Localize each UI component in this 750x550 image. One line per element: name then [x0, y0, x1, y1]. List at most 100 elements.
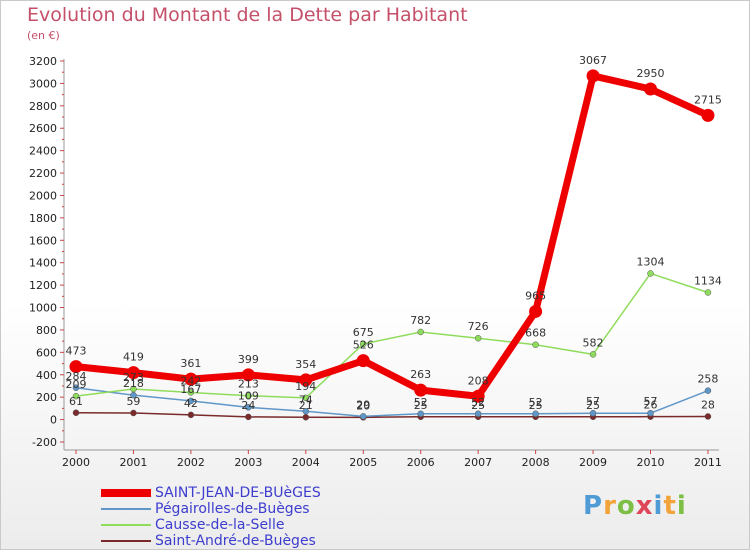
legend-label: Causse-de-la-Selle — [155, 517, 285, 533]
data-point — [69, 360, 83, 374]
chart-title: Evolution du Montant de la Dette par Hab… — [27, 4, 468, 26]
data-label: 52 — [529, 396, 543, 409]
legend-item: SAINT-JEAN-DE-BUèGES — [101, 485, 421, 501]
data-point — [302, 408, 310, 415]
data-point — [130, 385, 137, 393]
x-tick-label: 2003 — [234, 456, 262, 469]
data-label: 399 — [238, 353, 259, 366]
data-point — [72, 384, 80, 392]
x-tick-label: 2009 — [579, 456, 607, 469]
y-tick-label: 800 — [36, 324, 57, 337]
data-label: 59 — [126, 395, 140, 408]
data-label: 582 — [583, 336, 604, 349]
data-point — [241, 368, 255, 382]
y-tick-label: 600 — [36, 346, 57, 359]
data-point — [414, 383, 428, 397]
data-point — [245, 392, 252, 399]
logo-letter: x — [635, 491, 654, 521]
data-label: 24 — [241, 399, 255, 412]
data-point — [647, 270, 654, 277]
data-label: 965 — [525, 289, 546, 302]
data-label: 57 — [586, 395, 600, 408]
y-tick-label: 1000 — [29, 302, 57, 315]
data-point — [184, 372, 198, 386]
legend-swatch — [101, 524, 151, 526]
x-tick-label: 2008 — [522, 456, 550, 469]
data-point — [586, 69, 600, 83]
legend-label: Saint-André-de-Buèges — [155, 533, 316, 549]
data-label: 668 — [525, 327, 546, 340]
data-label: 25 — [414, 399, 428, 412]
data-point — [471, 389, 485, 403]
data-point — [245, 404, 252, 411]
data-label: 25 — [529, 399, 543, 412]
chart-subtitle: (en €) — [27, 29, 60, 42]
y-tick-label: 2000 — [29, 189, 57, 202]
logo-letter: P — [583, 491, 604, 521]
data-point — [589, 351, 597, 358]
legend-label: Pégairolles-de-Buèges — [155, 501, 310, 517]
data-label: 726 — [468, 320, 489, 333]
logo-letter: o — [616, 491, 636, 521]
data-point — [701, 108, 715, 122]
data-label: 361 — [180, 357, 201, 370]
data-point — [302, 394, 310, 402]
line-chart: -200 0 200 400 600 800 1000 1200 1400 1600 1800 200… — [29, 54, 722, 469]
data-label: 28 — [701, 398, 715, 411]
data-label: 782 — [410, 314, 431, 327]
x-tick-label: 2000 — [62, 456, 90, 469]
data-point — [417, 410, 424, 418]
x-tick-label: 2011 — [694, 456, 722, 469]
data-label: 675 — [353, 326, 374, 339]
data-label: 57 — [644, 395, 658, 408]
logo-letter: i — [676, 491, 687, 521]
data-label: 21 — [299, 399, 313, 412]
x-tick-label: 2002 — [177, 456, 205, 469]
data-label: 20 — [356, 399, 370, 412]
data-label: 194 — [295, 380, 316, 393]
legend-label: SAINT-JEAN-DE-BUèGES — [155, 485, 321, 501]
y-tick-label: 2600 — [29, 122, 57, 135]
data-label: 25 — [471, 399, 485, 412]
data-point — [474, 410, 482, 418]
data-label: 42 — [184, 397, 198, 410]
legend-item: Pégairolles-de-Buèges — [101, 501, 421, 517]
y-tick-label: 2400 — [29, 145, 57, 158]
legend-item: Causse-de-la-Selle — [101, 517, 421, 533]
y-tick-label: 1600 — [29, 234, 57, 247]
legend-item: Saint-André-de-Buèges — [101, 533, 421, 549]
data-point — [187, 389, 195, 396]
data-point — [644, 82, 657, 96]
logo-letter: r — [603, 491, 617, 521]
data-point — [532, 341, 539, 348]
series-line-0 — [75, 72, 710, 400]
data-point — [529, 304, 543, 318]
data-label: 3067 — [579, 54, 607, 67]
series-line-1 — [75, 387, 709, 418]
y-tick-label: 2200 — [29, 167, 57, 180]
y-tick-label: 1400 — [29, 257, 57, 270]
legend-swatch — [101, 489, 151, 497]
data-label: 109 — [238, 389, 259, 402]
data-label: 2715 — [694, 93, 722, 106]
data-label: 74 — [299, 393, 313, 406]
data-label: 242 — [180, 374, 201, 387]
data-label: 284 — [66, 370, 87, 383]
x-tick-label: 2004 — [292, 456, 320, 469]
y-tick-label: 200 — [36, 391, 57, 404]
data-label: 258 — [697, 373, 718, 386]
x-tick-label: 2010 — [637, 456, 665, 469]
y-tick-label: 2800 — [29, 100, 57, 113]
data-label: 2950 — [637, 67, 665, 80]
y-tick-label: 1200 — [29, 279, 57, 292]
data-label: 526 — [353, 339, 374, 352]
series-line-2 — [75, 272, 709, 399]
y-tick-label: 3000 — [29, 77, 57, 90]
legend-swatch — [101, 540, 151, 542]
data-point — [245, 413, 252, 421]
data-label: 52 — [471, 396, 485, 409]
y-tick-label: -200 — [32, 436, 57, 449]
y-tick-label: 0 — [50, 414, 57, 427]
data-point — [187, 397, 195, 405]
data-label: 167 — [180, 383, 201, 396]
